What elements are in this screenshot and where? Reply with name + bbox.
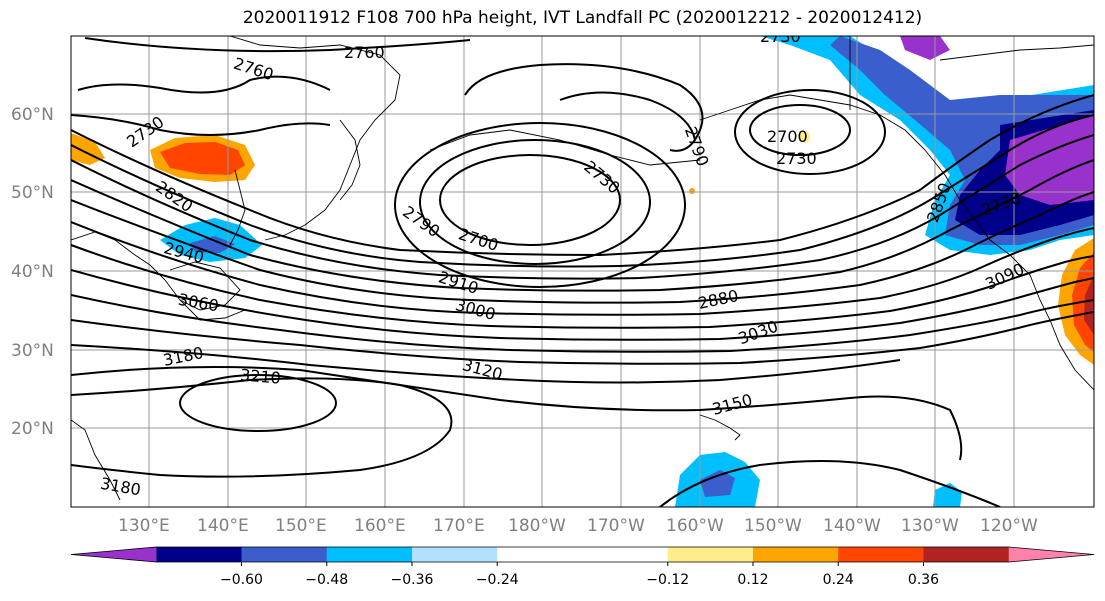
philippines-coast [71, 419, 121, 501]
contour-3120 [71, 344, 901, 384]
ivt-region-okhotsk-red [160, 142, 245, 175]
lon-label: 150°W [744, 516, 802, 536]
colorbar-tick-label: 0.24 [823, 572, 854, 588]
colorbar-cell [923, 547, 1010, 562]
contour-2730-gulf [734, 89, 886, 175]
lon-label: 130°W [901, 516, 959, 536]
plot-title: 2020011912 F108 700 hPa height, IVT Land… [242, 8, 923, 28]
longitude-labels: 130°E 140°E 150°E 160°E 170°E 180°W 170°… [118, 516, 1038, 536]
latitude-labels: 60°N 50°N 40°N 30°N 20°N [11, 105, 54, 439]
contour-2730-low [419, 139, 651, 265]
contour-2760-arc [559, 91, 696, 141]
colorbar-tick-label: −0.60 [220, 572, 263, 588]
contour-2910 [71, 159, 1094, 292]
colorbar-outline [70, 546, 1095, 563]
contour-3030 [71, 269, 1094, 341]
lon-label: 130°E [118, 516, 170, 536]
ivt-region-central-pacific-core [700, 470, 735, 497]
contour-label: 2730 [776, 149, 817, 168]
lat-label: 60°N [11, 105, 54, 125]
contour-label: 2700 [767, 127, 808, 146]
alaska-coast [699, 94, 976, 221]
lat-label: 20°N [11, 419, 54, 439]
contour-2760 [77, 75, 331, 94]
contour-3180-high [71, 377, 453, 478]
graticule [71, 36, 1094, 507]
contour-2880 [71, 134, 1094, 280]
contour-2850 [71, 114, 1094, 268]
colorbar-cell [582, 547, 669, 562]
contour-2700-low [439, 154, 621, 246]
canada-coast [939, 44, 1094, 61]
contour-label: 2730 [760, 27, 801, 46]
contour-2970 [71, 221, 1094, 316]
contour-3000 [71, 244, 1094, 329]
colorbar-tick-label: −0.48 [305, 572, 348, 588]
colorbar-tick-label: 0.12 [737, 572, 768, 588]
contour-2760-top [84, 37, 471, 53]
ivt-dot [689, 188, 695, 194]
contour-label: 2760 [344, 43, 385, 62]
colorbar-cell [71, 547, 157, 562]
aleutian-chain [429, 129, 701, 166]
contour-3090 [71, 311, 1094, 365]
na-west-coast [974, 219, 1094, 391]
lon-label: 160°W [666, 516, 724, 536]
ivt-region-purple [1005, 115, 1094, 205]
colorbar-tick-label: 0.36 [908, 572, 939, 588]
ivt-region-california-darkred [1084, 275, 1094, 335]
hawaii-islands [699, 414, 741, 441]
lon-label: 140°E [197, 516, 249, 536]
colorbar-ticks: −0.60 −0.48 −0.36 −0.24 −0.12 0.12 0.24 0.36 [220, 562, 939, 588]
colorbar-cell [497, 547, 583, 562]
lat-label: 50°N [11, 183, 54, 203]
contour-3150 [71, 365, 963, 461]
lat-label: 40°N [11, 262, 54, 282]
japan-coast [169, 261, 241, 311]
colorbar-cell [326, 547, 413, 562]
lon-label: 160°E [354, 516, 406, 536]
asia-coast [229, 36, 401, 241]
contour-label: 3210 [239, 365, 281, 387]
height-contours [71, 37, 1094, 507]
lon-label: 170°W [587, 516, 645, 536]
contour-2790-arc [464, 63, 704, 152]
contour-2730-west [71, 114, 331, 136]
contour-2820 [71, 94, 1094, 257]
lon-label: 120°W [980, 516, 1038, 536]
colorbar-tick-label: −0.12 [646, 572, 689, 588]
colorbar-cell [156, 547, 242, 562]
lon-label: 150°E [275, 516, 327, 536]
contour-3150-south [659, 460, 1001, 507]
lon-label: 180°W [508, 516, 566, 536]
map-frame [70, 35, 1095, 508]
contour-2940 [71, 191, 1094, 304]
colorbar-cell [241, 547, 328, 562]
coastlines [71, 36, 1094, 501]
contour-2700-gulf [749, 104, 851, 156]
colorbar-tick-label: −0.24 [476, 572, 519, 588]
lat-label: 30°N [11, 341, 54, 361]
kamchatka-coast [339, 119, 361, 201]
colorbar-tick-label: −0.36 [391, 572, 434, 588]
colorbar-cells [70, 546, 1095, 563]
colorbar-cell [1008, 547, 1094, 562]
contour-3210-high [179, 374, 337, 432]
lon-label: 140°W [823, 516, 881, 536]
contour-3060 [71, 294, 1094, 353]
contour-2760-low [394, 122, 686, 288]
ivt-dot-yellow [798, 131, 810, 143]
colorbar-cell [667, 547, 754, 562]
colorbar-cell [838, 547, 924, 562]
lon-label: 170°E [433, 516, 485, 536]
ivt-region-purple-top [900, 36, 950, 60]
colorbar-cell [412, 547, 498, 562]
colorbar: −0.60 −0.48 −0.36 −0.24 −0.12 0.12 0.24 0.36 [70, 546, 1095, 588]
colorbar-cell [753, 547, 839, 562]
